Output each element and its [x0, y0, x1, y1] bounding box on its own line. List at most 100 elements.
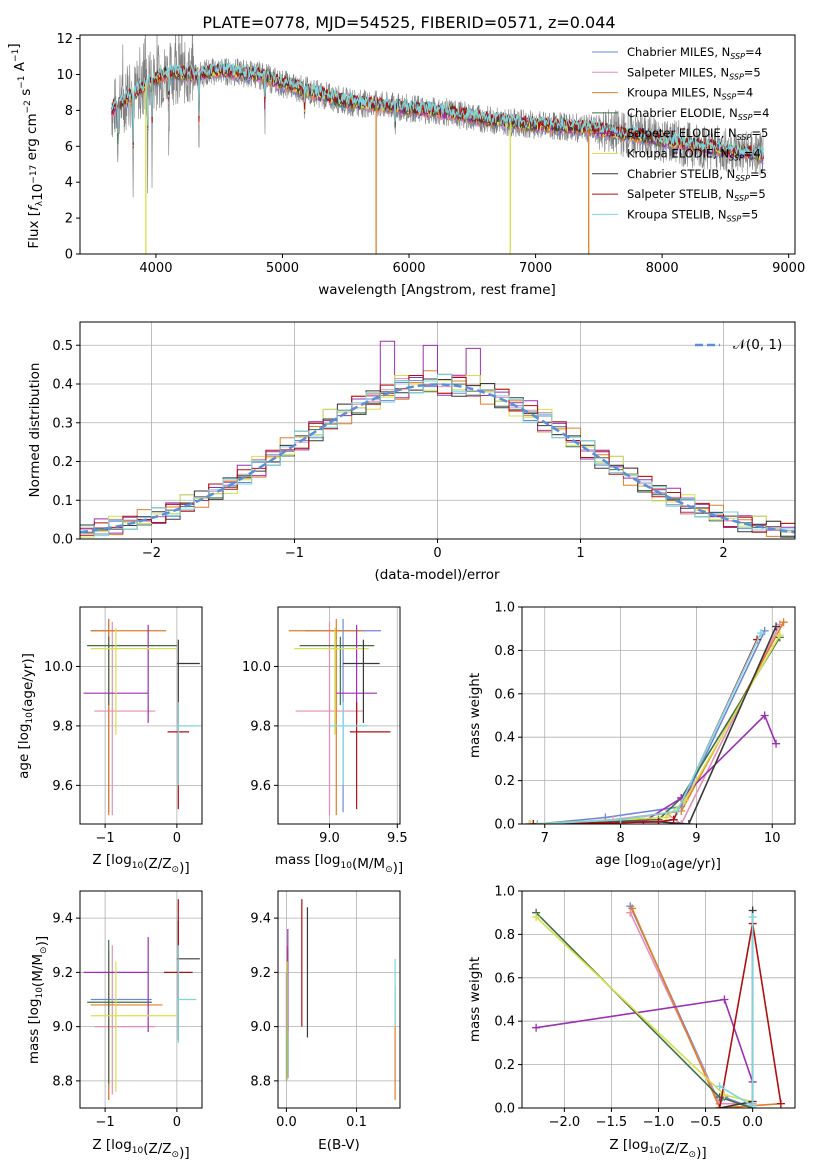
axes-frame: [79, 34, 796, 255]
y-axis-label-part: erg cm: [24, 113, 40, 164]
mass-weight-marker: [720, 995, 729, 1004]
plot-area: [522, 607, 795, 824]
legend-pre: Kroupa STELIB, N: [627, 207, 727, 221]
x-axis-label-part: (Z/Z: [143, 856, 171, 872]
x-axis-label-sub: 10: [650, 861, 662, 871]
legend-pre: Salpeter STELIB, N: [627, 187, 734, 201]
x-axis-label-part: (M/M: [352, 856, 385, 872]
y-axis-label: age [log10(age/yr)]: [16, 653, 36, 779]
legend-entry: Kroupa MILES, NSSP=4: [627, 86, 753, 102]
mass-weight-marker: [772, 622, 781, 631]
y-axis-label-sup: −1: [11, 49, 21, 62]
x-axis-label-part: (Z/Z: [143, 1141, 171, 1157]
x-tick-label: 0: [433, 546, 441, 561]
y-axis-label-sup: −17: [29, 165, 39, 184]
x-axis-label-part: (age/yr)]: [662, 856, 721, 872]
mass-weight-line: [529, 634, 781, 824]
legend-entry: Kroupa ELODIE, NSSP=4: [627, 147, 761, 163]
mass-weight-marker: [684, 820, 693, 824]
x-axis-label: age [log10(age/yr)]: [595, 852, 721, 872]
mass-weight-marker: [760, 711, 769, 720]
x-tick-label: −1: [285, 546, 304, 561]
y-tick-label: 9.0: [250, 1020, 271, 1035]
x-tick-label: 7: [541, 831, 549, 846]
y-tick-label: 8: [65, 104, 73, 119]
x-tick-label: 6000: [392, 261, 425, 276]
axes-frame: [521, 606, 796, 825]
mass-weight-marker: [533, 820, 542, 824]
x-tick-label: 0.0: [276, 1115, 297, 1130]
legend-pre: Chabrier STELIB, N: [627, 167, 735, 181]
legend-pre: Chabrier ELODIE, N: [627, 106, 738, 120]
axes-frame: [79, 890, 203, 1109]
mass-weight-line: [535, 998, 754, 1083]
y-axis-label: Flux [fλ10−17 erg cm−2 s−1 A−1]: [6, 43, 46, 248]
mass-weight-marker: [529, 820, 538, 824]
y-tick-label: 10.0: [242, 660, 271, 675]
normal-curve: [80, 383, 795, 534]
mass-weight-marker: [775, 631, 784, 640]
y-tick-label: 0.2: [494, 1058, 515, 1073]
residuals-panel: −2 −1 0 1 2 0.0 0.1 0.2 0.3 0.4 0.5: [52, 321, 796, 561]
mass-weight-line: [629, 912, 753, 1105]
x-axis-label-part: )]: [393, 860, 404, 876]
x-axis-label-part: Z [log: [92, 1137, 131, 1153]
x-tick-label: 8000: [646, 261, 679, 276]
y-tick-label: 8.8: [52, 1074, 73, 1089]
plot-area: [278, 891, 400, 1108]
y-tick-label: 2: [65, 212, 73, 227]
x-tick-label: 0.0: [742, 1115, 763, 1130]
plot-area: [522, 891, 795, 1108]
mass-weight-marker: [532, 1023, 541, 1032]
y-tick-label: 0.2: [494, 774, 515, 789]
y-axis-label-part: Flux [: [26, 211, 42, 249]
x-axis-label-sub: 10: [132, 861, 144, 871]
x-tick-label: 0.1: [346, 1115, 367, 1130]
age_vs_Z-panel: −1 0 9.6 9.8 10.0: [44, 606, 203, 846]
y-axis-label: Normed distribution: [27, 363, 43, 498]
legend-sub: SSP: [730, 52, 745, 61]
mass-weight-line: [631, 908, 781, 1108]
y-axis-label-sub: 10: [35, 987, 45, 999]
x-axis-label: (data-model)/error: [374, 567, 500, 583]
legend-post: =5: [750, 167, 767, 181]
y-axis-label-part: age [log: [16, 724, 32, 779]
y-tick-label: 9.8: [52, 719, 73, 734]
mass-weight-marker: [715, 1104, 724, 1108]
y-tick-label: 9.2: [250, 966, 271, 981]
y-tick-label: 9.4: [250, 912, 271, 927]
y-axis-label-italic: f: [26, 204, 42, 211]
mass-weight-marker: [654, 817, 663, 824]
legend-entry: Salpeter ELODIE, NSSP=5: [627, 126, 768, 142]
x-axis-label: Z [log10(Z/Z⊙)]: [92, 1137, 189, 1161]
y-tick-label: 0.4: [494, 1015, 515, 1030]
mass-weight-marker: [677, 820, 686, 824]
x-tick-label: −1: [96, 831, 115, 846]
mass-weight-marker: [628, 904, 637, 913]
y-tick-label: 0.4: [52, 378, 73, 393]
x-tick-label: −1: [96, 1115, 115, 1130]
mass-weight-marker: [673, 806, 682, 815]
legend-post: =5: [744, 65, 761, 79]
legend-sub: SSP: [738, 113, 753, 122]
y-tick-label: 0: [65, 248, 73, 263]
mass-weight-marker: [756, 629, 765, 638]
spectrum-data-line: [111, 35, 764, 198]
plot-area: [111, 35, 764, 254]
plot-area: [278, 607, 400, 824]
legend-post: =5: [751, 126, 768, 140]
y-axis-label-part: (M/M: [30, 954, 46, 987]
y-tick-label: 0.2: [52, 455, 73, 470]
mass-weight-line: [529, 636, 781, 824]
x-axis-label-sym: ⊙: [172, 865, 180, 875]
legend-entry: Salpeter MILES, NSSP=5: [627, 65, 761, 81]
spectrum-panel: 4000 5000 6000 7000 8000 9000 0 2 4 6 8 10 12: [56, 32, 805, 276]
mass-weight-marker: [748, 913, 757, 922]
y-axis-label-part: )]: [34, 936, 50, 947]
y-tick-label: 6: [65, 140, 73, 155]
y-tick-label: 0.8: [494, 928, 515, 943]
x-tick-label: 5000: [266, 261, 299, 276]
legend-post: =5: [749, 187, 766, 201]
y-tick-label: 8.8: [250, 1074, 271, 1089]
